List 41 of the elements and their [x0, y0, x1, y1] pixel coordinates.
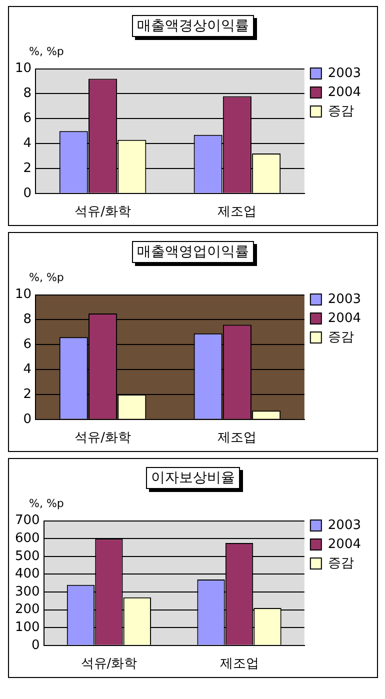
y-tick-label: 700	[14, 513, 40, 528]
legend-label: 2004	[328, 536, 362, 552]
y-tick-label: 10	[14, 287, 32, 302]
x-tick-label: 석유/화학	[74, 430, 131, 446]
y-tick-label: 0	[23, 412, 32, 427]
legend-label: 2004	[328, 84, 362, 100]
y-tick-label: 4	[23, 362, 32, 377]
chart-title: 매출액경상이익률	[132, 15, 254, 37]
y-tick-label: 600	[14, 530, 40, 546]
y-tick-label: 6	[23, 111, 32, 126]
x-tick-label: 제조업	[218, 204, 257, 220]
y-axis-title: %, %p	[29, 271, 64, 284]
y-tick-label: 500	[14, 548, 40, 564]
x-tick-label: 제조업	[218, 430, 257, 446]
y-tick-label: 300	[14, 584, 40, 600]
y-tick-label: 100	[14, 620, 40, 635]
legend-label: 증감	[328, 330, 354, 345]
y-axis-title: %, %p	[29, 45, 64, 58]
y-axis-title: %, %p	[29, 497, 64, 510]
legend-label: 증감	[328, 104, 354, 119]
y-tick-label: 8	[23, 86, 32, 102]
y-tick-label: 6	[23, 337, 32, 352]
chart-title: 이자보상비율	[146, 467, 240, 489]
y-tick-label: 4	[23, 136, 32, 151]
chart-title: 매출액영업이익률	[132, 241, 254, 263]
y-tick-label: 200	[14, 602, 40, 618]
x-tick-label: 제조업	[220, 656, 259, 672]
legend-label: 2003	[328, 518, 362, 533]
y-tick-label: 10	[14, 61, 32, 76]
x-tick-label: 석유/화학	[80, 656, 138, 672]
x-tick-label: 석유/화학	[74, 204, 131, 220]
y-tick-label: 2	[23, 160, 32, 176]
legend-label: 증감	[328, 556, 354, 571]
legend-label: 2003	[328, 66, 362, 81]
y-tick-label: 0	[23, 186, 32, 201]
y-tick-label: 400	[14, 566, 40, 582]
y-tick-label: 8	[23, 312, 32, 328]
legend-label: 2004	[328, 310, 362, 326]
y-tick-label: 0	[32, 638, 40, 653]
legend-label: 2003	[328, 292, 362, 307]
y-tick-label: 2	[23, 386, 32, 402]
